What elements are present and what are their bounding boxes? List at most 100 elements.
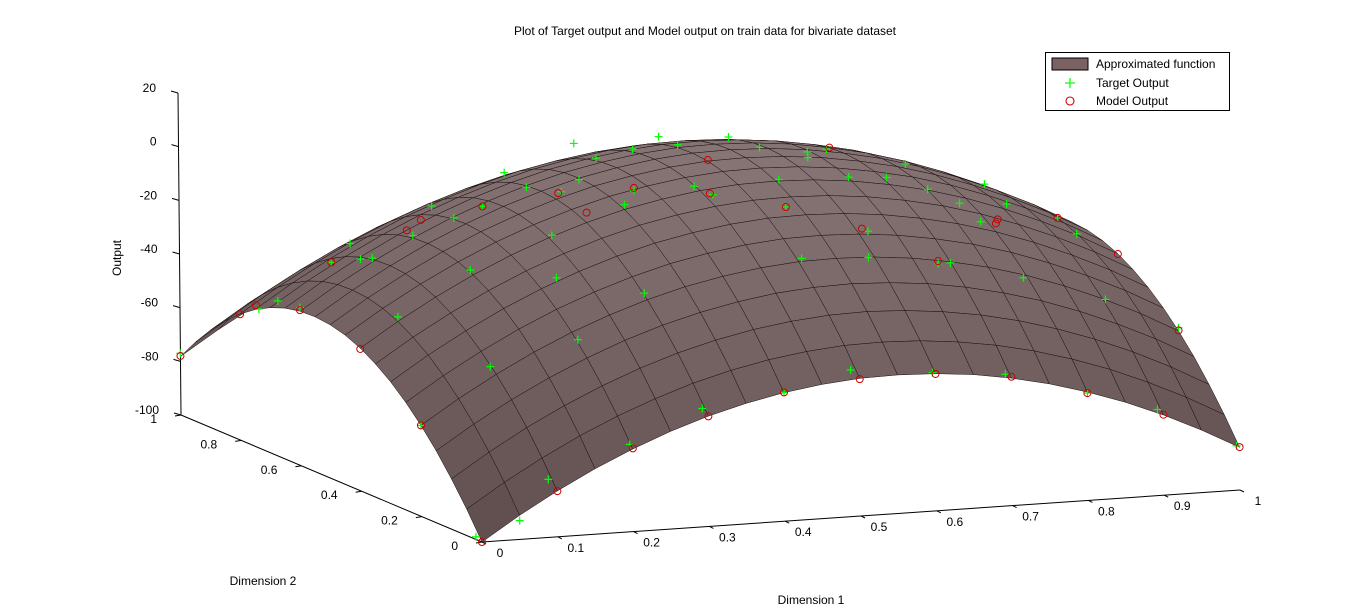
x-tick [709, 525, 714, 529]
model-output-point [931, 369, 940, 378]
legend-item-model-output: Model Output [1046, 92, 1229, 111]
model-output-point [628, 444, 637, 453]
z-tick-label: -100 [135, 403, 159, 417]
model-output-point [416, 421, 425, 430]
x-tick-label: 0 [497, 546, 504, 560]
model-output-point [478, 202, 487, 211]
target-output-point [427, 201, 436, 210]
z-axis-label: Output [110, 239, 124, 276]
model-output-point [327, 258, 336, 267]
circle-marker-icon [1065, 96, 1075, 106]
model-output-point [1174, 326, 1183, 335]
y-axis-line [180, 414, 483, 543]
x-tick-label: 0.2 [643, 536, 660, 550]
model-output-point [705, 189, 714, 198]
target-output-point [755, 143, 764, 152]
y-tick-label: 0.2 [381, 514, 398, 528]
x-tick-label: 0.4 [795, 525, 812, 539]
y-axis-label: Dimension 2 [230, 574, 297, 588]
target-output-point [515, 516, 524, 525]
target-output-point [980, 180, 989, 189]
target-output-point [573, 335, 582, 344]
model-output-point [934, 257, 943, 266]
model-output-point [825, 143, 834, 152]
target-output-point [500, 168, 509, 177]
target-output-point [1101, 295, 1110, 304]
target-output-point [955, 199, 964, 208]
target-output-point [863, 227, 872, 236]
target-output-point [901, 159, 910, 168]
x-tick [633, 531, 638, 535]
x-tick-label: 0.8 [1098, 504, 1115, 518]
model-output-point [478, 538, 486, 546]
x-axis-label: Dimension 1 [778, 593, 845, 607]
target-output-point [882, 173, 891, 182]
target-output-point [449, 213, 458, 222]
model-output-point [1235, 443, 1244, 452]
y-tick [355, 490, 362, 493]
z-tick [172, 251, 180, 255]
x-tick-label: 0.6 [946, 515, 963, 529]
model-output-point [554, 189, 563, 198]
model-output-point [781, 203, 790, 212]
z-tick-label: 0 [150, 135, 157, 149]
plus-marker-icon [1065, 78, 1075, 88]
x-tick-label: 0.9 [1174, 499, 1191, 513]
y-tick-label: 1 [150, 412, 157, 426]
target-output-point [408, 231, 417, 240]
model-output-point [993, 215, 1002, 224]
target-output-point [1053, 213, 1062, 222]
markers [176, 132, 1244, 546]
model-output-point [780, 388, 788, 397]
target-output-point [486, 362, 495, 371]
y-tick [415, 516, 422, 519]
z-tick [171, 144, 179, 148]
target-output-point [774, 175, 783, 184]
y-tick-label: 0.8 [201, 437, 218, 451]
x-tick [860, 515, 866, 519]
z-tick [173, 412, 182, 416]
z-tick [173, 358, 181, 362]
target-output-point [552, 273, 561, 282]
model-output-point [1159, 410, 1168, 419]
target-output-point [591, 154, 600, 163]
target-output-point [654, 132, 663, 141]
model-output-point [991, 219, 1000, 228]
model-output-point [176, 351, 185, 360]
model-output-point [704, 412, 713, 421]
target-output-point [471, 532, 480, 541]
x-tick [1012, 505, 1017, 509]
target-output-point [416, 421, 425, 430]
y-tick [235, 439, 242, 442]
target-output-point [620, 200, 629, 209]
target-output-point [690, 182, 699, 191]
target-output-point [1083, 389, 1092, 398]
model-output-point [629, 183, 638, 192]
model-output-point [251, 301, 260, 310]
target-output-point [1072, 229, 1081, 238]
model-output-point [582, 208, 591, 217]
surface-patch [1185, 396, 1241, 448]
x-tick-label: 0.1 [567, 541, 584, 555]
target-output-point [327, 258, 336, 267]
chart-title: Plot of Target output and Model output o… [514, 24, 897, 38]
model-output-point [236, 310, 245, 319]
legend-item-target-output: Target Output [1046, 74, 1229, 93]
target-output-point [724, 132, 733, 141]
target-output-point [569, 139, 578, 148]
target-output-point [698, 404, 707, 413]
z-tick [172, 305, 181, 309]
legend-label: Model Output [1096, 94, 1169, 108]
approximated-function-surface [180, 139, 1241, 543]
legend-label: Target Output [1096, 76, 1169, 90]
model-output-point [1113, 250, 1122, 259]
z-tick-label: -20 [140, 188, 158, 202]
target-output-point [864, 253, 873, 262]
z-tick-label: -60 [141, 296, 159, 310]
target-output-point [1019, 273, 1028, 282]
x-tick [784, 520, 790, 524]
target-output-point [466, 266, 475, 275]
z-tick-label: -40 [140, 242, 158, 256]
z-tick-label: 20 [143, 81, 157, 95]
z-tick [171, 197, 180, 201]
